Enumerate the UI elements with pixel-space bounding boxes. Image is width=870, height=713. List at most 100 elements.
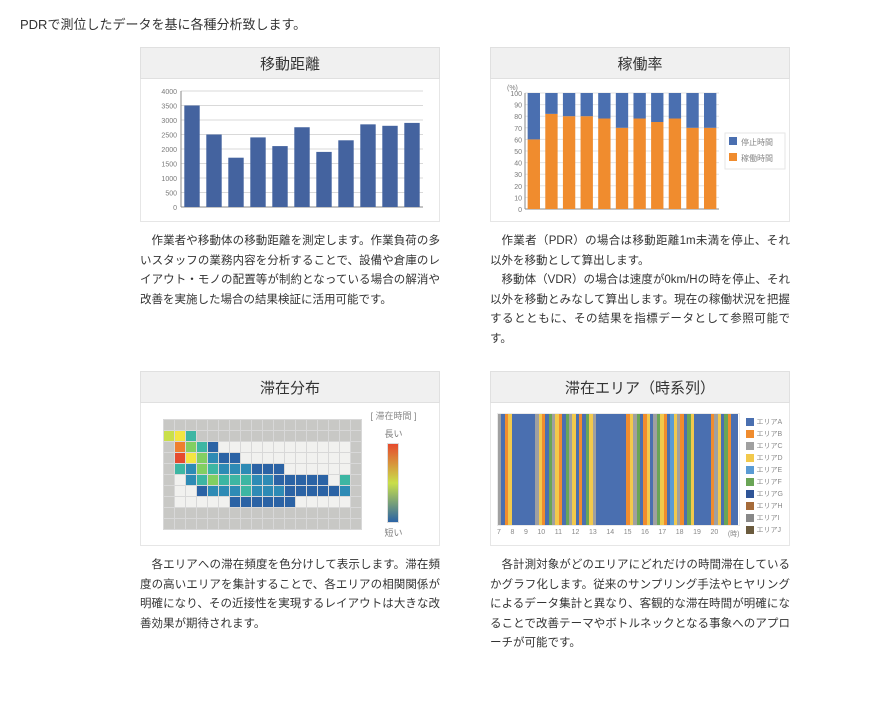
heatmap-cell	[296, 431, 306, 441]
heatmap-cell	[175, 442, 185, 452]
heatmap-cell	[285, 475, 295, 485]
legend-label: エリアJ	[757, 525, 782, 535]
heatmap-cell	[197, 464, 207, 474]
heatmap-cell	[186, 420, 196, 430]
heatmap-cell	[340, 486, 350, 496]
heatmap-cell	[296, 442, 306, 452]
distance-panel: 移動距離 05001000150020002500300035004000 作業…	[140, 47, 440, 349]
heatmap-cell	[219, 486, 229, 496]
heatmap-legend-title: [ 滞在時間 ]	[370, 409, 416, 422]
heatmap-cell	[175, 519, 185, 529]
heatmap-cell	[318, 486, 328, 496]
heatmap-cell	[285, 464, 295, 474]
heatmap-cell	[175, 486, 185, 496]
heatmap-cell	[252, 453, 262, 463]
heatmap-cell	[274, 497, 284, 507]
heatmap-cell	[230, 442, 240, 452]
heatmap-cell	[175, 420, 185, 430]
heatmap-cell	[230, 519, 240, 529]
timeline-panel: 滞在エリア（時系列） 7891011121314151617181920(時)エ…	[490, 371, 790, 654]
svg-text:20: 20	[514, 184, 522, 191]
heatmap-cell	[329, 420, 339, 430]
heatmap-cell	[252, 431, 262, 441]
heatmap-cell	[241, 519, 251, 529]
utilization-desc: 作業者（PDR）の場合は移動距離1m未満を停止、それ以外を移動として算出します。…	[490, 232, 790, 349]
timeline-chart: 7891011121314151617181920(時)エリアAエリアBエリアC…	[490, 403, 790, 546]
heatmap-cell	[318, 420, 328, 430]
svg-text:1500: 1500	[161, 162, 177, 169]
heatmap-cell	[208, 420, 218, 430]
heatmap-cell	[219, 420, 229, 430]
heatmap-cell	[208, 431, 218, 441]
heatmap-cell	[263, 431, 273, 441]
heatmap-cell	[263, 420, 273, 430]
heatmap-cell	[197, 486, 207, 496]
heatmap-cell	[307, 486, 317, 496]
svg-text:2500: 2500	[161, 133, 177, 140]
heatmap-cell	[164, 508, 174, 518]
heatmap-cell	[351, 497, 361, 507]
distance-desc: 作業者や移動体の移動距離を測定します。作業負荷の多いスタッフの業務内容を分析する…	[140, 232, 440, 310]
heatmap-cell	[208, 486, 218, 496]
heatmap-cell	[219, 519, 229, 529]
legend-label: エリアB	[757, 429, 783, 439]
heatmap-cell	[252, 464, 262, 474]
heatmap-cell	[208, 442, 218, 452]
heatmap-cell	[186, 464, 196, 474]
legend-swatch	[746, 514, 754, 522]
heatmap-cell	[230, 475, 240, 485]
heatmap-cell	[230, 497, 240, 507]
timeline-legend-item: エリアD	[746, 453, 783, 463]
heatmap-cell	[318, 453, 328, 463]
legend-swatch	[746, 526, 754, 534]
intro-text: PDRで測位したデータを基に各種分析致します。	[20, 14, 860, 33]
heatmap-cell	[329, 508, 339, 518]
utilization-panel: 稼働率 (%)0102030405060708090100停止時間稼働時間 作業…	[490, 47, 790, 349]
svg-text:0: 0	[173, 205, 177, 212]
heatmap-cell	[307, 475, 317, 485]
heatmap-cell	[186, 486, 196, 496]
heatmap-cell	[186, 453, 196, 463]
heatmap-cell	[274, 453, 284, 463]
svg-text:80: 80	[514, 114, 522, 121]
heatmap-cell	[329, 497, 339, 507]
heatmap-cell	[241, 453, 251, 463]
timeline-desc: 各計測対象がどのエリアにどれだけの時間滞在しているかグラフ化します。従来のサンプ…	[490, 556, 790, 654]
utilization-desc-para: 移動体（VDR）の場合は速度が0km/Hの時を停止、それ以外を移動とみなして算出…	[490, 271, 790, 349]
heatmap-cell	[351, 464, 361, 474]
heatmap-cell	[186, 519, 196, 529]
heatmap-cell	[208, 453, 218, 463]
timeline-legend-item: エリアE	[746, 465, 783, 475]
legend-label: エリアA	[757, 417, 783, 427]
heatmap-cell	[252, 442, 262, 452]
heatmap-cell	[164, 442, 174, 452]
heatmap-cell	[208, 508, 218, 518]
heatmap-cell	[340, 508, 350, 518]
svg-text:100: 100	[510, 91, 522, 98]
timeline-title: 滞在エリア（時系列）	[490, 371, 790, 403]
heatmap-cell	[351, 508, 361, 518]
heatmap-panel: 滞在分布 [ 滞在時間 ]長い短い 各エリアへの滞在頻度を色分けして表示します。…	[140, 371, 440, 654]
heatmap-cell	[307, 464, 317, 474]
heatmap-cell	[219, 464, 229, 474]
heatmap-cell	[230, 431, 240, 441]
heatmap-cell	[329, 519, 339, 529]
heatmap-cell	[230, 486, 240, 496]
heatmap-cell	[263, 475, 273, 485]
heatmap-cell	[197, 508, 207, 518]
page: PDRで測位したデータを基に各種分析致します。 移動距離 05001000150…	[0, 0, 870, 664]
svg-text:2000: 2000	[161, 147, 177, 154]
legend-label: エリアG	[757, 489, 783, 499]
timeline-legend-item: エリアF	[746, 477, 783, 487]
svg-text:30: 30	[514, 172, 522, 179]
heatmap-cell	[219, 453, 229, 463]
heatmap-cell	[230, 508, 240, 518]
utilization-title: 稼働率	[490, 47, 790, 79]
heatmap-cell	[208, 475, 218, 485]
heatmap-cell	[285, 519, 295, 529]
heatmap-cell	[274, 519, 284, 529]
heatmap-cell	[230, 453, 240, 463]
distance-title: 移動距離	[140, 47, 440, 79]
legend-swatch	[746, 490, 754, 498]
heatmap-cell	[340, 420, 350, 430]
